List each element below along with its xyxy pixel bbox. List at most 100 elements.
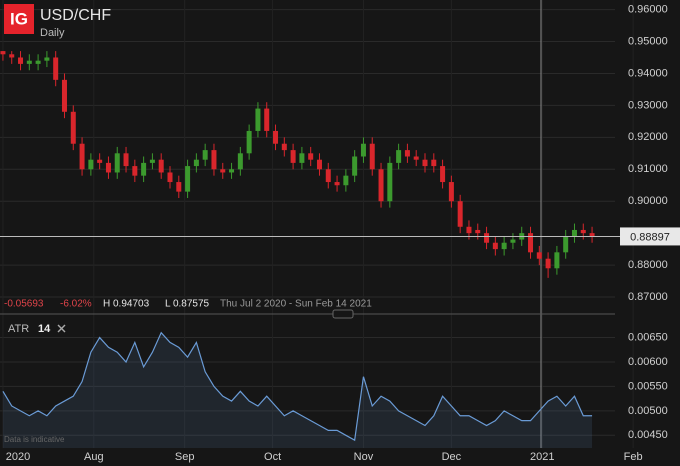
x-tick-label: Dec [442,451,462,463]
candle-body [35,60,41,64]
candle-body [167,172,173,183]
indicator-period: 14 [38,323,51,335]
y-tick-label: 0.95000 [628,35,668,47]
y-tick-label: 0.96000 [628,3,668,15]
candle-body [554,252,560,269]
candle-body [79,143,85,170]
candle-body [528,233,534,253]
indicator-close[interactable] [57,324,66,333]
logo-box [4,4,34,34]
candle-body [589,233,595,237]
candle-body [158,159,164,173]
chart-title: USD/CHF [40,7,111,24]
candle-body [457,201,463,227]
note: Data is indicative [4,435,65,444]
close-icon[interactable] [57,324,66,333]
chart-subtitle: Daily [40,27,65,39]
y-tick-label: 0.00500 [628,405,668,417]
candle-body [431,159,437,167]
candle-body [281,143,287,151]
marks-layer [0,51,620,448]
candle-body [26,60,32,64]
atr-line [2,331,593,442]
candle-body [440,166,446,183]
y-tick-label: 0.88000 [628,259,668,271]
x-tick-label: 2020 [6,451,30,463]
candle-body [123,153,129,167]
candle-body [316,159,322,170]
candle-body [141,162,147,176]
candle-body [264,108,270,131]
candle-body [53,57,59,80]
candle-body [9,54,15,58]
candle-body [475,229,481,234]
candle-body [334,182,340,186]
y-tick-label: 0.90000 [628,195,668,207]
logo: IG [10,9,28,28]
y-tick-label: 0.00450 [628,429,668,441]
candle-body [545,258,551,269]
candle-body [202,150,208,160]
last-price-box [620,227,680,246]
y-tick-label: 0.00550 [628,380,668,392]
low-label: L 0.87575 [165,299,210,310]
candle-body [0,51,6,55]
candle-body [105,162,111,173]
y-tick-label: 0.94000 [628,67,668,79]
candle-body [387,162,393,202]
candle-body [114,153,120,173]
candle-body [246,130,252,154]
atr-area [2,332,593,448]
y-tick-label: 0.00650 [628,331,668,343]
candle-body [448,182,454,202]
x-tick-label: 2021 [530,451,554,463]
candle-body [237,153,243,170]
y-tick-label: 0.91000 [628,163,668,175]
indicator-title: ATR [8,323,29,335]
candle-body [352,156,358,176]
date-range: Thu Jul 2 2020 - Sun Feb 14 2021 [220,299,372,310]
candle-body [378,169,384,202]
candle-body [61,79,67,112]
candle-body [571,229,577,237]
candle-body [211,150,217,170]
x-tick-label: Nov [354,451,374,463]
candle-body [563,236,569,253]
x-tick-label: Oct [264,451,281,463]
candle-body [255,108,261,131]
y-tick-label: 0.00600 [628,356,668,368]
candle-body [404,150,410,157]
candle-body [422,159,428,167]
candle-body [44,57,50,61]
candle-body [132,166,138,176]
x-tick-label: Aug [84,451,104,463]
panel-handle[interactable] [332,309,354,319]
candle-body [299,153,305,163]
candle-body [580,229,586,234]
candle-body [308,153,314,160]
candle-body [492,242,498,250]
candle-body [229,169,235,173]
candle-body [88,159,94,170]
candle-body [369,143,375,170]
change: -0.05693 [4,299,44,310]
candle-body [501,242,507,250]
candle-body [325,169,331,183]
candle-body [343,175,349,186]
candle-body [97,159,103,163]
candle-body [536,252,542,259]
y-tick-label: 0.92000 [628,131,668,143]
candle-body [413,156,419,160]
candle-body [360,143,366,157]
candle-body [18,57,24,64]
last-price-label: 0.88897 [630,231,670,243]
x-tick-label: Sep [175,451,195,463]
candle-body [70,111,76,144]
change-pct: -6.02% [60,299,92,310]
candle-body [149,159,155,163]
candle-body [176,182,182,192]
x-tick-label: Feb [624,451,643,463]
candle-body [193,159,199,167]
high-label: H 0.94703 [103,299,150,310]
